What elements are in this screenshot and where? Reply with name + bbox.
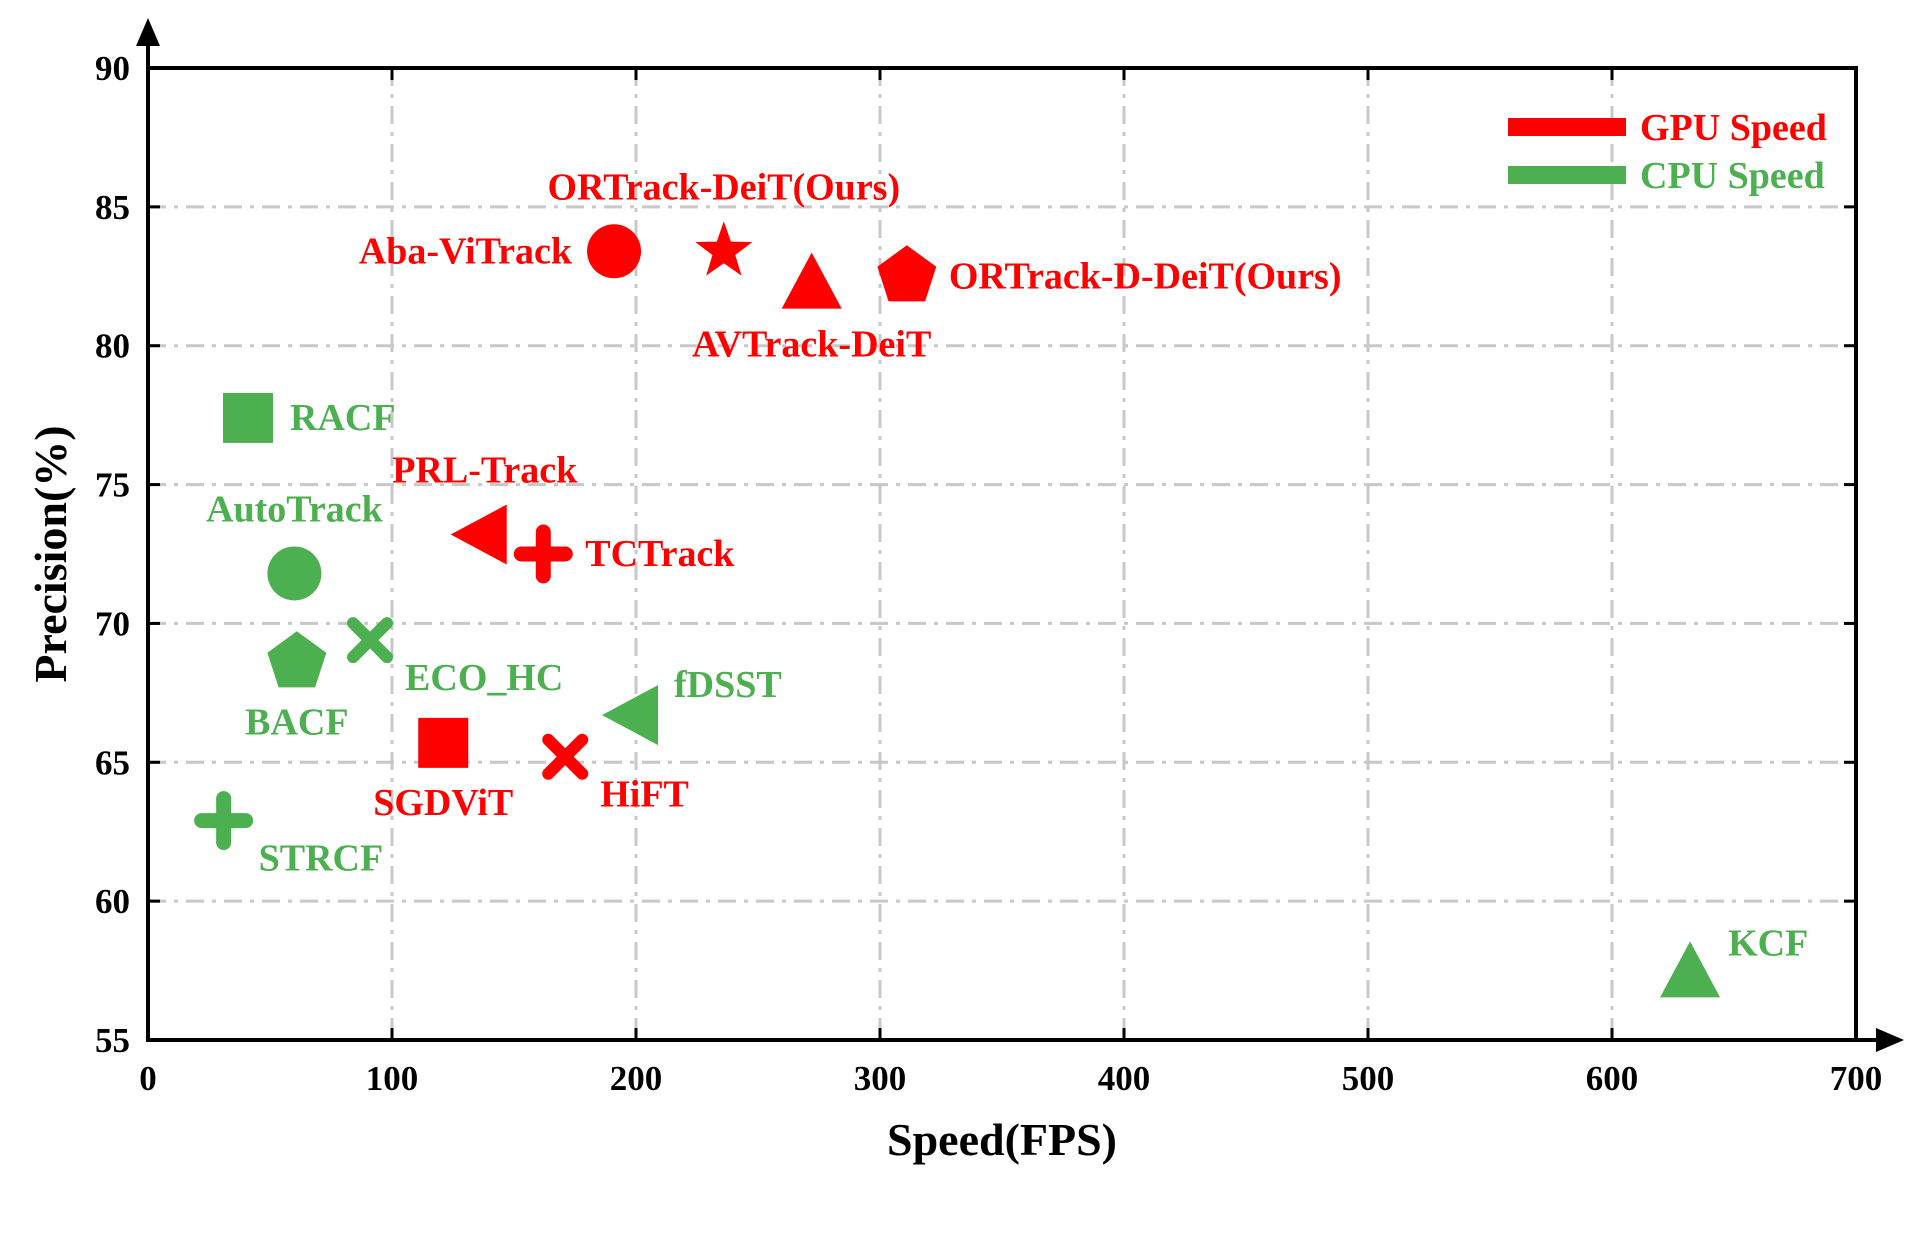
- x-tick-label: 0: [139, 1059, 157, 1098]
- x-axis-title: Speed(FPS): [887, 1114, 1117, 1165]
- data-point-label: KCF: [1728, 922, 1808, 964]
- data-point-label: TCTrack: [585, 533, 735, 575]
- data-point-label: SGDViT: [373, 782, 513, 824]
- data-point: RACF: [223, 392, 396, 443]
- marker-x: [347, 617, 394, 664]
- x-tick-label: 400: [1098, 1059, 1151, 1098]
- y-tick-label: 90: [95, 49, 130, 88]
- y-tick-label: 85: [95, 188, 130, 227]
- legend-swatch: [1508, 118, 1626, 136]
- data-point-label: fDSST: [674, 664, 782, 706]
- x-tick-label: 500: [1342, 1059, 1395, 1098]
- marker-square: [223, 392, 274, 443]
- data-points: ORTrack-DeiT(Ours) Aba-ViTrack AVTrack-Dei…: [194, 166, 1808, 998]
- axis-arrows: [136, 18, 1904, 1052]
- data-point-label: AutoTrack: [206, 488, 383, 530]
- x-axis-arrow-head: [1876, 1028, 1904, 1052]
- data-point: ECO_HC: [347, 617, 563, 699]
- marker-pentagon: [877, 245, 937, 302]
- data-point: BACF: [245, 631, 349, 743]
- data-point-label: STRCF: [259, 838, 384, 880]
- marker-triangle-left: [602, 685, 658, 746]
- y-tick-label: 55: [95, 1021, 130, 1060]
- y-tick-label: 75: [95, 466, 130, 505]
- y-axis-arrow-head: [136, 18, 160, 46]
- data-point-label: HiFT: [600, 774, 689, 816]
- x-tick-label: 600: [1586, 1059, 1639, 1098]
- data-point: ORTrack-DeiT(Ours): [548, 166, 901, 276]
- y-tick-label: 60: [95, 882, 130, 921]
- x-tick-label: 700: [1830, 1059, 1883, 1098]
- x-tick-label: 300: [854, 1059, 907, 1098]
- marker-plus: [194, 791, 254, 851]
- marker-pentagon: [267, 631, 327, 688]
- grid: [148, 68, 1856, 1040]
- data-point: TCTrack: [513, 524, 735, 584]
- data-point-label: ECO_HC: [405, 657, 563, 699]
- legend-label: GPU Speed: [1640, 107, 1827, 149]
- marker-plus: [513, 524, 573, 584]
- ticks: 0 100 200 300 400 500 600 700 55 60 65 70 75 80 85 90: [95, 49, 1882, 1098]
- marker-circle: [587, 224, 642, 279]
- y-tick-label: 65: [95, 743, 130, 782]
- marker-star: [695, 221, 753, 276]
- x-tick-label: 200: [610, 1059, 663, 1098]
- y-tick-label: 80: [95, 327, 130, 366]
- marker-triangle-up: [781, 252, 842, 309]
- data-point: ORTrack-D-DeiT(Ours): [877, 245, 1342, 302]
- marker-triangle-left: [450, 504, 507, 565]
- data-point: PRL-Track: [392, 450, 578, 565]
- data-point: fDSST: [602, 664, 782, 746]
- data-point-label: ORTrack-DeiT(Ours): [548, 166, 901, 208]
- data-point: AVTrack-DeiT: [692, 252, 931, 366]
- data-point: SGDViT: [373, 717, 513, 824]
- marker-triangle-up: [1660, 941, 1721, 998]
- data-point-label: Aba-ViTrack: [359, 230, 573, 272]
- x-tick-label: 100: [366, 1059, 419, 1098]
- data-point-label: ORTrack-D-DeiT(Ours): [949, 255, 1342, 297]
- marker-circle: [267, 546, 322, 601]
- data-point-label: AVTrack-DeiT: [692, 324, 931, 366]
- data-point: HiFT: [542, 733, 689, 816]
- y-tick-label: 70: [95, 604, 130, 643]
- marker-square: [418, 717, 469, 768]
- legend-label: CPU Speed: [1640, 155, 1825, 197]
- data-point: AutoTrack: [206, 488, 384, 601]
- data-point: KCF: [1660, 922, 1808, 998]
- data-point: STRCF: [194, 791, 384, 880]
- legend-swatch: [1508, 166, 1626, 184]
- data-point-label: RACF: [290, 397, 396, 439]
- data-point: Aba-ViTrack: [359, 224, 642, 279]
- legend: GPU Speed CPU Speed: [1508, 107, 1827, 197]
- marker-x: [542, 733, 589, 780]
- plot-frame: [146, 66, 1858, 1042]
- data-point-label: BACF: [245, 701, 348, 743]
- y-axis-title: Precision(%): [25, 425, 76, 682]
- data-point-label: PRL-Track: [392, 450, 578, 492]
